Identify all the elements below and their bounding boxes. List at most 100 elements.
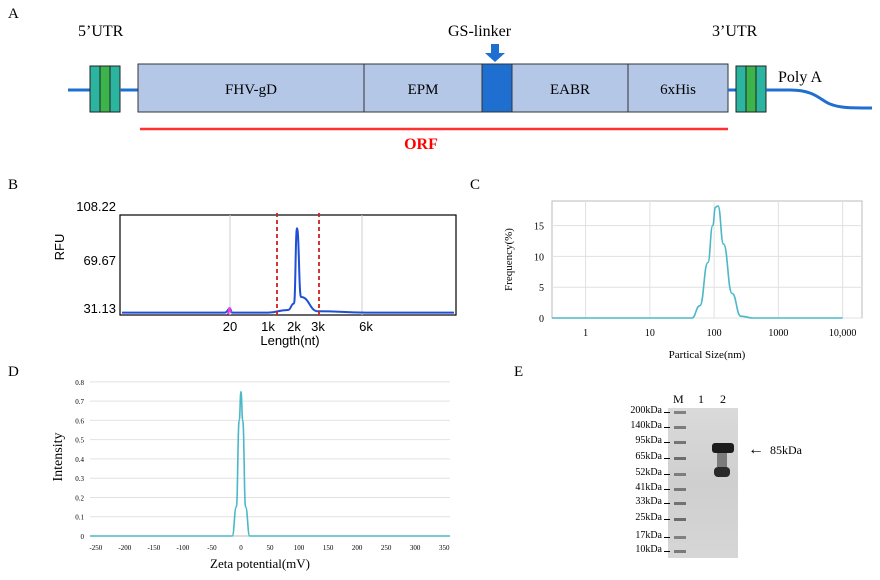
ladder-band — [674, 488, 686, 491]
ladder-band — [674, 518, 686, 521]
marker-label: 65kDa — [635, 451, 662, 462]
ladder-band — [674, 457, 686, 460]
segment-label-eabr: EABR — [550, 82, 590, 98]
utr3-label: 3’UTR — [712, 23, 758, 40]
lane-label-1: 1 — [698, 392, 704, 406]
size-ylabel: Frequency(%) — [503, 228, 515, 291]
poly-a-label: Poly A — [778, 69, 822, 86]
lane-label-2: 2 — [720, 392, 726, 406]
zeta-ytick-0.8: 0.8 — [75, 379, 84, 387]
panel-label-b: B — [8, 177, 19, 193]
utr5-label: 5’UTR — [78, 23, 124, 40]
zeta-ytick-0.6: 0.6 — [75, 417, 84, 425]
segment-label-epm: EPM — [408, 82, 439, 98]
zeta-xtick-250: 250 — [381, 544, 392, 552]
zeta-ytick-0.1: 0.1 — [75, 514, 84, 522]
segment-eabr — [511, 63, 629, 113]
panel-label-a: A — [8, 6, 19, 22]
zeta-xtick-100: 100 — [294, 544, 305, 552]
ladder-band — [674, 426, 686, 429]
segment-gs-linker — [481, 63, 513, 113]
rfu-ytick-mid: 69.67 — [83, 253, 116, 268]
utr5-block — [89, 65, 121, 113]
size-ytick-10: 10 — [534, 252, 544, 263]
rfu-chart: 108.22 69.67 31.13 RFU 20 1k 2k 3k 6k Le… — [52, 199, 457, 348]
segment-epm — [363, 63, 483, 113]
ladder-band — [674, 411, 686, 414]
rfu-xtick-3k: 3k — [311, 319, 325, 334]
band-label-85kda: 85kDa — [770, 443, 802, 457]
segment-fhv-gd — [137, 63, 365, 113]
marker-label: 17kDa — [635, 530, 662, 541]
rfu-data-layer — [122, 227, 454, 315]
zeta-xtick--100: -100 — [176, 544, 189, 552]
ladder-band — [674, 473, 686, 476]
ladder-band — [674, 550, 686, 553]
blot-membrane — [668, 408, 738, 558]
ladder-band — [674, 536, 686, 539]
size-ytick-0: 0 — [539, 314, 544, 325]
ladder-band — [674, 502, 686, 505]
orf-label: ORF — [404, 136, 438, 153]
poly-a-tail — [766, 88, 873, 110]
zeta-xlabel: Zeta potential(mV) — [210, 556, 310, 571]
panel-label-d: D — [8, 364, 19, 380]
marker-tick — [664, 427, 670, 428]
marker-label: 140kDa — [630, 420, 662, 431]
rfu-gridlines — [229, 215, 363, 315]
sample-band-lower — [714, 467, 730, 477]
zeta-potential-line — [90, 390, 450, 537]
gs-linker-arrow-icon — [485, 44, 505, 62]
zeta-potential-chart: 0 0.1 0.2 0.3 0.4 0.5 0.6 0.7 0.8 -250 -200 -150 -10… — [51, 379, 450, 571]
marker-tick — [664, 503, 670, 504]
zeta-xtick-0: 0 — [239, 544, 243, 552]
marker-tick — [664, 412, 670, 413]
marker-label: 25kDa — [635, 512, 662, 523]
segment-6xhis — [627, 63, 729, 113]
marker-label: 52kDa — [635, 467, 662, 478]
band-arrow-icon: ← — [748, 441, 764, 458]
size-xtick-4: 10,000 — [829, 328, 857, 339]
zeta-xtick-350: 350 — [439, 544, 450, 552]
construct-diagram: 5’UTR GS-linker 3’UTR FHV-gD EPM EABR 6x… — [68, 23, 873, 153]
marker-tick — [664, 489, 670, 490]
zeta-ylabel: Intensity — [51, 433, 66, 482]
zeta-ytick-0.2: 0.2 — [75, 494, 84, 502]
marker-label: 200kDa — [630, 405, 662, 416]
zeta-xtick-50: 50 — [267, 544, 275, 552]
size-ytick-5: 5 — [539, 283, 544, 294]
rfu-xtick-20: 20 — [223, 319, 237, 334]
marker-tick — [664, 519, 670, 520]
sample-band-85kda — [712, 443, 734, 453]
lane-label-m: M — [673, 392, 684, 406]
rfu-xtick-6k: 6k — [359, 319, 373, 334]
marker-label: 95kDa — [635, 435, 662, 446]
zeta-xtick-200: 200 — [352, 544, 363, 552]
zeta-xtick--250: -250 — [89, 544, 102, 552]
size-distribution-line — [552, 205, 843, 319]
segment-label-fhv-gd: FHV-gD — [225, 82, 277, 98]
western-blot: M 1 2 200kDa 140kDa 95kDa 65kDa 52kDa 41kDa 33… — [590, 390, 850, 560]
marker-tick — [664, 442, 670, 443]
marker-tick — [664, 537, 670, 538]
zeta-xtick--200: -200 — [118, 544, 131, 552]
zeta-xtick-150: 150 — [323, 544, 334, 552]
gs-linker-label: GS-linker — [448, 23, 512, 40]
rfu-plot-frame — [119, 214, 457, 316]
rfu-ylabel: RFU — [52, 234, 67, 261]
size-xtick-2: 100 — [707, 328, 722, 339]
zeta-ytick-0: 0 — [81, 533, 85, 541]
marker-label: 10kDa — [635, 544, 662, 555]
sample-smear — [717, 453, 727, 467]
size-ytick-15: 15 — [534, 222, 544, 233]
panel-label-e: E — [514, 364, 524, 380]
size-plot-frame — [551, 200, 863, 319]
marker-tick — [664, 474, 670, 475]
size-distribution-chart: 0 5 10 15 1 10 100 1000 10,000 Partical Size(nm) F… — [503, 200, 863, 361]
marker-label: 41kDa — [635, 482, 662, 493]
zeta-xtick--50: -50 — [207, 544, 217, 552]
rfu-xtick-2k: 2k — [287, 319, 301, 334]
size-xlabel: Partical Size(nm) — [669, 349, 746, 361]
utr3-block — [735, 65, 767, 113]
zeta-ytick-0.7: 0.7 — [75, 398, 84, 406]
